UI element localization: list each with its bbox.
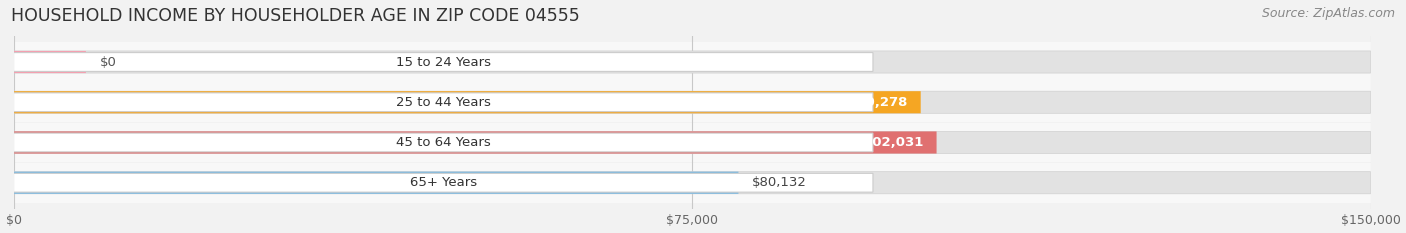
Text: 25 to 44 Years: 25 to 44 Years — [396, 96, 491, 109]
Text: 45 to 64 Years: 45 to 64 Years — [396, 136, 491, 149]
FancyBboxPatch shape — [14, 51, 86, 73]
FancyBboxPatch shape — [14, 172, 1371, 194]
Text: Source: ZipAtlas.com: Source: ZipAtlas.com — [1261, 7, 1395, 20]
FancyBboxPatch shape — [14, 123, 1371, 162]
FancyBboxPatch shape — [14, 42, 1371, 82]
FancyBboxPatch shape — [14, 173, 873, 192]
FancyBboxPatch shape — [14, 53, 873, 71]
FancyBboxPatch shape — [14, 131, 936, 154]
FancyBboxPatch shape — [14, 172, 738, 194]
FancyBboxPatch shape — [14, 82, 1371, 122]
Text: $102,031: $102,031 — [853, 136, 922, 149]
FancyBboxPatch shape — [14, 91, 1371, 113]
Text: $0: $0 — [100, 55, 117, 69]
Text: $100,278: $100,278 — [838, 96, 907, 109]
FancyBboxPatch shape — [14, 91, 921, 113]
FancyBboxPatch shape — [14, 93, 873, 112]
FancyBboxPatch shape — [14, 133, 873, 152]
FancyBboxPatch shape — [14, 131, 1371, 154]
FancyBboxPatch shape — [14, 163, 1371, 203]
Text: $80,132: $80,132 — [752, 176, 807, 189]
Text: 65+ Years: 65+ Years — [409, 176, 477, 189]
Text: HOUSEHOLD INCOME BY HOUSEHOLDER AGE IN ZIP CODE 04555: HOUSEHOLD INCOME BY HOUSEHOLDER AGE IN Z… — [11, 7, 581, 25]
Text: 15 to 24 Years: 15 to 24 Years — [395, 55, 491, 69]
FancyBboxPatch shape — [14, 51, 1371, 73]
